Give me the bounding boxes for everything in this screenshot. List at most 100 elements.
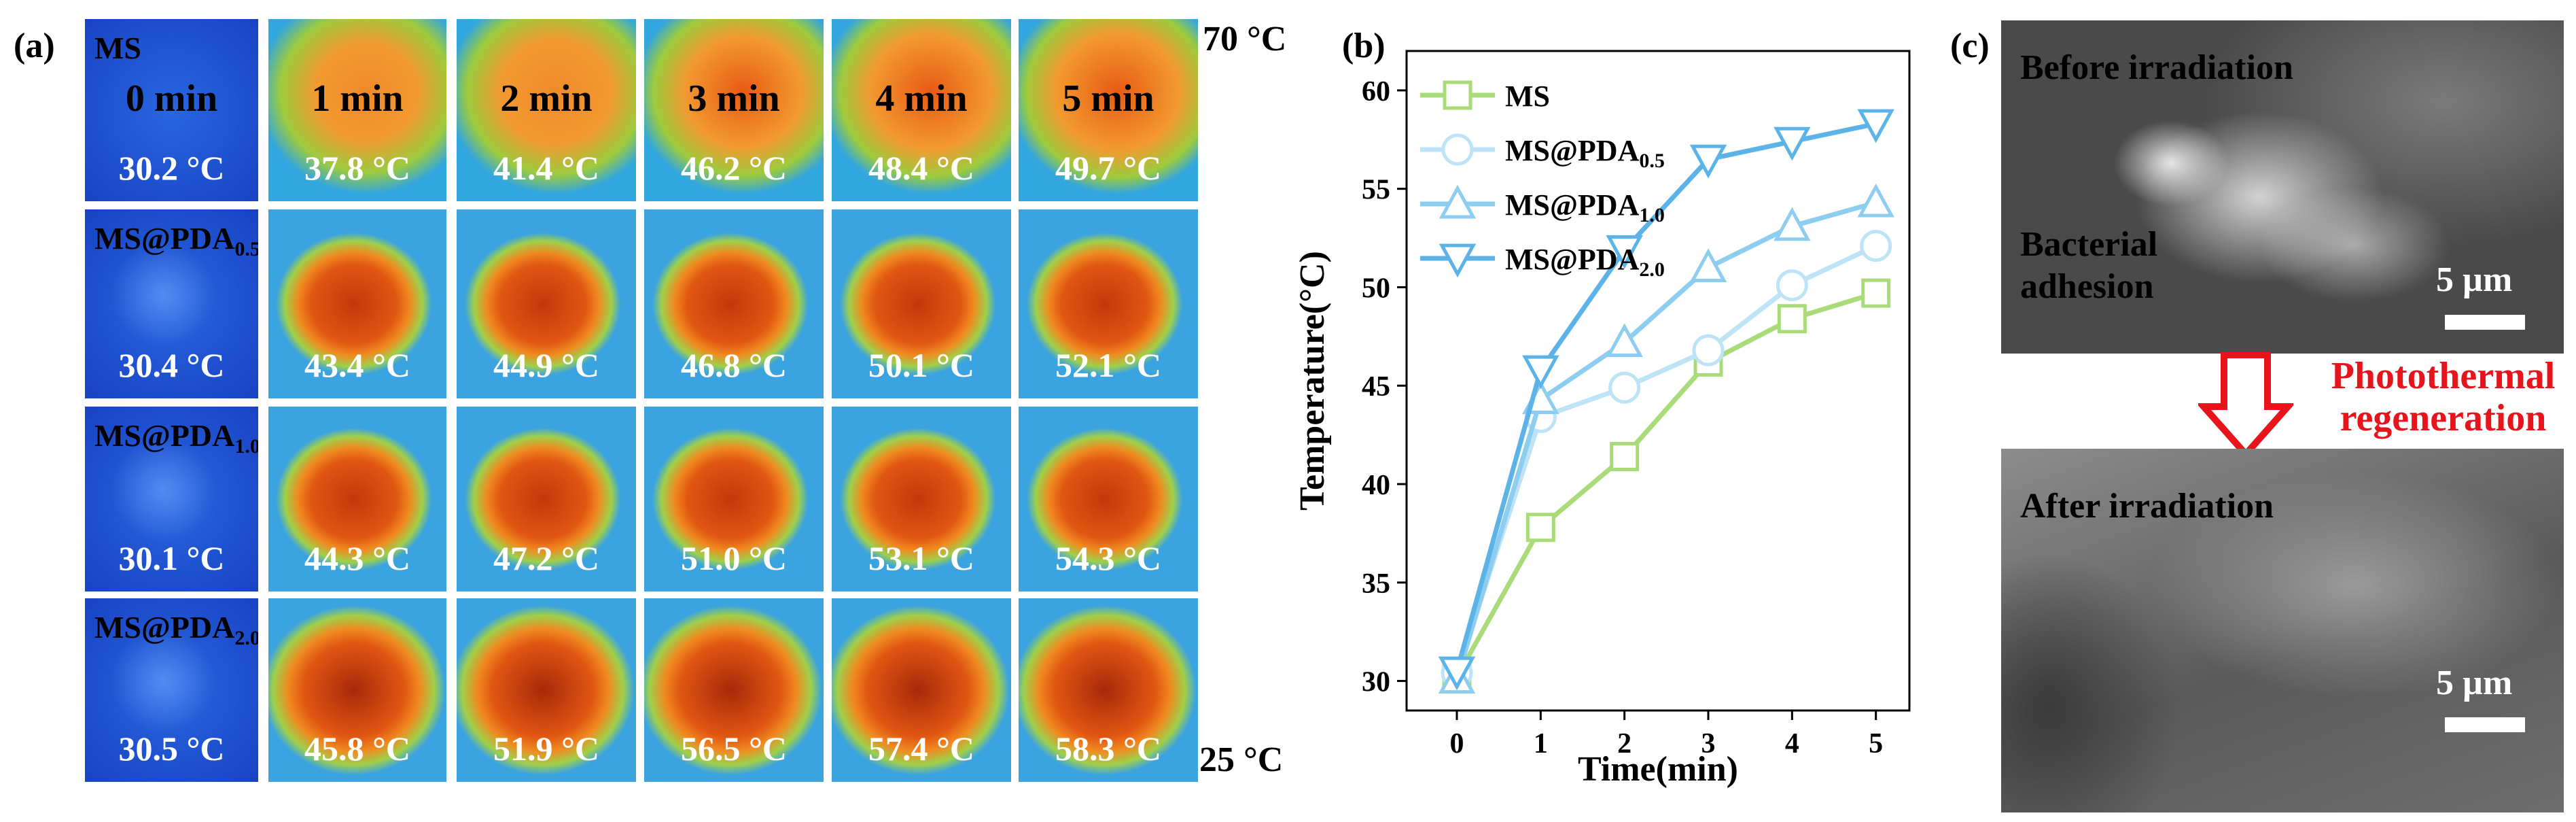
plot-frame xyxy=(1405,50,1911,712)
data-point-s2-3 xyxy=(1689,248,1727,283)
thermal-tile-r0-c5: 5 min 49.7 °C xyxy=(1019,19,1198,201)
legend-label-sub: 2.0 xyxy=(1639,258,1665,281)
series-line-3 xyxy=(1454,121,1877,672)
sample-label-sub: 0.5 xyxy=(234,238,258,261)
temperature-readout: 54.3 °C xyxy=(1055,539,1162,577)
thermal-tile-r1-c0: MS@PDA0.5 30.4 °C xyxy=(85,209,258,398)
after-irradiation-label: After irradiation xyxy=(2020,487,2274,526)
thermal-tile-r3-c0: MS@PDA2.0 30.5 °C xyxy=(85,598,258,782)
sample-label-base: MS@PDA xyxy=(94,610,235,645)
data-point-s2-0 xyxy=(1438,660,1476,694)
scale-bar-after xyxy=(2445,717,2525,732)
series-line-2 xyxy=(1454,200,1877,680)
legend-label-sub: 1.0 xyxy=(1639,204,1665,226)
data-point-s0-2 xyxy=(1610,441,1640,471)
y-tick-label: 60 xyxy=(1362,76,1390,107)
thermal-tile-r1-c2: 44.9 °C xyxy=(457,209,636,398)
legend-label-2: MS@PDA1.0 xyxy=(1505,188,1665,226)
time-label: 4 min xyxy=(875,78,968,120)
temperature-readout: 30.5 °C xyxy=(118,730,225,768)
temperature-readout: 51.9 °C xyxy=(493,730,600,768)
thermal-tile-r0-c2: 2 min 41.4 °C xyxy=(457,19,636,201)
thermal-scale-min: 25 °C xyxy=(1199,740,1284,779)
temperature-readout: 49.7 °C xyxy=(1055,149,1162,187)
sample-label: MS@PDA2.0 xyxy=(94,609,258,650)
legend-marker-1 xyxy=(1441,133,1474,166)
sample-label-sub: 1.0 xyxy=(234,435,258,458)
thermal-tile-r2-c1: 44.3 °C xyxy=(268,407,446,592)
legend-label-sub: 0.5 xyxy=(1639,150,1665,172)
data-point-s0-1 xyxy=(1525,513,1555,543)
bacterial-adhesion-label-line1: Bacterial xyxy=(2020,225,2158,264)
legend-marker-2 xyxy=(1439,184,1477,219)
scale-bar-text-before: 5 µm xyxy=(2436,260,2513,299)
thermal-tile-r2-c0: MS@PDA1.0 30.1 °C xyxy=(85,407,258,592)
sample-label-sub: 2.0 xyxy=(234,627,258,650)
data-point-s2-1 xyxy=(1522,380,1559,415)
data-point-s2-2 xyxy=(1606,323,1643,358)
time-label: 1 min xyxy=(311,78,404,120)
temperature-readout: 46.8 °C xyxy=(680,346,788,384)
legend-label-base: MS@PDA xyxy=(1505,134,1640,167)
data-point-s0-4 xyxy=(1777,304,1807,334)
data-point-s3-1 xyxy=(1522,355,1559,390)
data-point-s2-5 xyxy=(1857,183,1894,218)
data-point-s1-2 xyxy=(1608,371,1641,404)
temperature-readout: 41.4 °C xyxy=(493,149,600,187)
thermal-tile-r2-c3: 51.0 °C xyxy=(644,407,824,592)
temperature-readout: 51.0 °C xyxy=(680,539,788,577)
data-point-s3-4 xyxy=(1774,126,1811,161)
temperature-readout: 30.1 °C xyxy=(118,539,225,577)
before-irradiation-label: Before irradiation xyxy=(2020,48,2293,87)
legend-marker-0 xyxy=(1443,80,1472,110)
y-tick-label: 40 xyxy=(1362,470,1390,501)
y-axis-label: Temperature(°C) xyxy=(1293,251,1332,511)
thermal-tile-r1-c1: 43.4 °C xyxy=(268,209,446,398)
data-point-s1-5 xyxy=(1860,230,1892,262)
series-line-0 xyxy=(1454,290,1877,679)
x-tick-label: 1 xyxy=(1534,728,1548,759)
data-point-s1-1 xyxy=(1524,401,1557,434)
thermal-tile-r0-c4: 4 min 48.4 °C xyxy=(832,19,1011,201)
data-point-s1-4 xyxy=(1776,269,1808,302)
data-point-s1-3 xyxy=(1692,334,1725,366)
thermal-tile-r3-c1: 45.8 °C xyxy=(268,598,446,782)
data-point-s3-3 xyxy=(1689,144,1727,179)
thermal-tile-r3-c5: 58.3 °C xyxy=(1019,598,1198,782)
y-tick-label: 55 xyxy=(1362,175,1390,206)
data-point-s1-0 xyxy=(1441,657,1473,689)
panel-label-b: (b) xyxy=(1342,27,1386,65)
x-tick-label: 3 xyxy=(1701,728,1716,759)
temperature-readout: 37.8 °C xyxy=(304,149,411,187)
regen-line-1: Photothermal xyxy=(2331,355,2556,397)
sample-label-base: MS@PDA xyxy=(94,221,235,256)
scale-bar-text-after: 5 µm xyxy=(2436,664,2513,702)
temperature-readout: 44.9 °C xyxy=(493,346,600,384)
sample-label: MS@PDA1.0 xyxy=(94,417,258,458)
temperature-readout: 58.3 °C xyxy=(1055,730,1162,768)
sample-label: MS xyxy=(94,30,141,71)
legend-label-3: MS@PDA2.0 xyxy=(1505,243,1665,281)
regen-line-2: regeneration xyxy=(2340,397,2547,439)
time-label: 3 min xyxy=(688,78,780,120)
thermal-tile-r2-c2: 47.2 °C xyxy=(457,407,636,592)
time-label: 5 min xyxy=(1062,78,1154,120)
data-point-s3-0 xyxy=(1438,656,1476,691)
temperature-readout: 46.2 °C xyxy=(680,149,788,187)
panel-label-a: (a) xyxy=(14,27,55,65)
x-tick-label: 4 xyxy=(1785,728,1799,759)
x-tick-label: 2 xyxy=(1617,728,1631,759)
series-line-1 xyxy=(1454,243,1877,674)
y-tick-label: 50 xyxy=(1362,273,1390,304)
y-tick-label: 45 xyxy=(1362,371,1390,403)
data-point-s2-4 xyxy=(1774,207,1811,241)
y-tick-label: 30 xyxy=(1362,667,1390,698)
sample-label-base: MS xyxy=(94,31,141,65)
temperature-readout: 47.2 °C xyxy=(493,539,600,577)
legend-label-base: MS@PDA xyxy=(1505,243,1640,276)
temperature-readout: 50.1 °C xyxy=(868,346,975,384)
time-label: 2 min xyxy=(500,78,593,120)
legend-label-1: MS@PDA0.5 xyxy=(1505,134,1665,172)
panel-label-c: (c) xyxy=(1950,27,1990,65)
thermal-tile-r3-c2: 51.9 °C xyxy=(457,598,636,782)
